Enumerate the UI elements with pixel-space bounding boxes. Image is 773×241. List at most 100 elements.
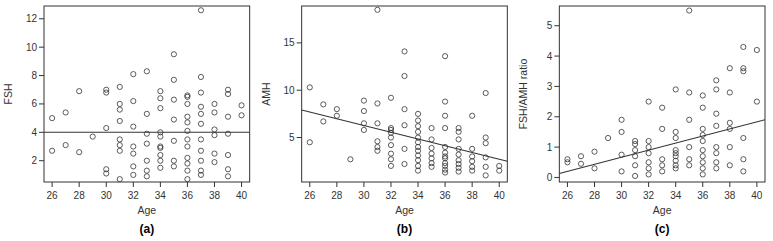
point [375, 121, 380, 126]
point [700, 166, 705, 171]
y-tick-label: 12 [26, 13, 38, 24]
point [687, 163, 692, 168]
point [198, 137, 203, 142]
point [673, 87, 678, 92]
point [171, 138, 176, 143]
x-tick-label: 26 [47, 190, 59, 201]
x-tick-label: 34 [670, 190, 682, 201]
point [388, 151, 393, 156]
point [185, 155, 190, 160]
point [483, 164, 488, 169]
point [497, 168, 502, 173]
point [673, 163, 678, 168]
point [415, 168, 420, 173]
point [429, 137, 434, 142]
point [714, 145, 719, 150]
point [131, 124, 136, 129]
y-tick [39, 103, 44, 104]
x-tick-label: 36 [182, 190, 194, 201]
point [605, 135, 610, 140]
point [158, 89, 163, 94]
x-tick [729, 182, 730, 187]
point [633, 173, 638, 178]
point [415, 158, 420, 163]
point [388, 157, 393, 162]
point [158, 152, 163, 157]
point [117, 101, 122, 106]
x-tick [133, 182, 134, 187]
point [63, 110, 68, 115]
y-tick-label: 5 [289, 132, 295, 143]
point [660, 105, 665, 110]
point [117, 84, 122, 89]
x-tick [675, 182, 676, 187]
x-tick [567, 182, 568, 187]
x-tick-label: 32 [128, 190, 140, 201]
point [754, 47, 759, 52]
point [117, 148, 122, 153]
point [171, 117, 176, 122]
point [388, 142, 393, 147]
point [714, 123, 719, 128]
point [619, 117, 624, 122]
point [483, 141, 488, 146]
point [741, 135, 746, 140]
point [104, 171, 109, 176]
point [402, 123, 407, 128]
point [483, 173, 488, 178]
point [646, 138, 651, 143]
y-tick-label: 8 [31, 70, 37, 81]
point [442, 170, 447, 175]
point [334, 107, 339, 112]
point [714, 160, 719, 165]
y-tick [554, 116, 559, 117]
point [578, 161, 583, 166]
point [388, 135, 393, 140]
point [673, 166, 678, 171]
x-tick [445, 182, 446, 187]
point [117, 137, 122, 142]
x-tick [702, 182, 703, 187]
x-tick [756, 182, 757, 187]
point [578, 154, 583, 159]
point [158, 134, 163, 139]
point [375, 139, 380, 144]
x-tick [241, 182, 242, 187]
plot-frame [44, 6, 250, 182]
point [442, 54, 447, 59]
point [633, 141, 638, 146]
point [185, 177, 190, 182]
point [198, 148, 203, 153]
y-tick-label: 5 [547, 20, 553, 31]
point [673, 129, 678, 134]
point [592, 149, 597, 154]
x-tick-label: 38 [209, 190, 221, 201]
point [361, 127, 366, 132]
point [198, 121, 203, 126]
point [646, 172, 651, 177]
point [239, 113, 244, 118]
point [470, 113, 475, 118]
point [185, 161, 190, 166]
point [415, 124, 420, 129]
point [171, 97, 176, 102]
plot-frame [559, 6, 765, 182]
point [77, 150, 82, 155]
point [171, 77, 176, 82]
point [402, 146, 407, 151]
point [687, 117, 692, 122]
point [158, 106, 163, 111]
plot-frame [302, 6, 508, 182]
x-tick [472, 182, 473, 187]
y-tick [554, 147, 559, 148]
y-tick [39, 160, 44, 161]
point [50, 148, 55, 153]
x-tick-label: 32 [385, 190, 397, 201]
point [117, 177, 122, 182]
x-tick-label: 40 [751, 190, 763, 201]
x-axis-label: Age [653, 204, 672, 216]
point [633, 138, 638, 143]
point [225, 174, 230, 179]
point [714, 151, 719, 156]
x-tick [390, 182, 391, 187]
